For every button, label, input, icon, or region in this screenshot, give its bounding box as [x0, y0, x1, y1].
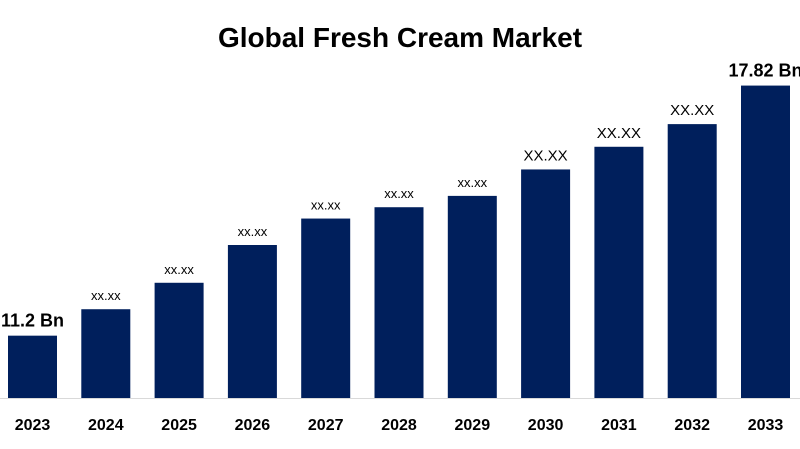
data-labels-group: 11.2 Bn xx.xx xx.xx xx.xx xx.xx xx.xx xx.xx XX.… [1, 61, 800, 331]
x-tick-labels-group: 2023 2024 2025 2026 2027 2028 2029 2030 2031 2032… [15, 417, 784, 434]
x-tick-2031: 2031 [601, 417, 637, 434]
bar-2032 [667, 124, 717, 398]
x-tick-2023: 2023 [15, 417, 51, 434]
x-tick-2024: 2024 [88, 417, 124, 434]
data-label-2028: xx.xx [384, 186, 414, 201]
data-label-2030: XX.XX [524, 147, 568, 164]
x-tick-2028: 2028 [381, 417, 417, 434]
x-tick-2032: 2032 [674, 417, 710, 434]
bar-2025 [154, 282, 204, 398]
x-tick-2030: 2030 [528, 417, 564, 434]
bar-2026 [227, 245, 277, 398]
x-tick-2029: 2029 [455, 417, 491, 434]
data-label-2026: xx.xx [238, 224, 268, 239]
data-label-2024: xx.xx [91, 288, 121, 303]
chart-title: Global Fresh Cream Market [217, 22, 583, 53]
x-tick-2033: 2033 [748, 417, 784, 434]
bar-2033 [741, 85, 790, 399]
data-label-2029: xx.xx [457, 175, 487, 190]
bar-2023 [8, 335, 57, 398]
data-label-2023: 11.2 Bn [1, 311, 64, 331]
bar-2029 [447, 195, 497, 398]
bar-2031 [594, 146, 644, 398]
x-tick-2025: 2025 [161, 417, 197, 434]
data-label-2032: XX.XX [670, 102, 714, 119]
x-tick-2027: 2027 [308, 417, 344, 434]
x-tick-2026: 2026 [235, 417, 271, 434]
data-label-2033: 17.82 Bn [728, 61, 800, 81]
data-label-2031: XX.XX [597, 125, 641, 142]
bars-group [8, 85, 790, 399]
data-label-2025: xx.xx [164, 262, 194, 277]
bar-2024 [81, 309, 131, 398]
bar-2027 [301, 218, 351, 398]
bar-2028 [374, 207, 424, 398]
bar-2030 [521, 169, 571, 398]
data-label-2027: xx.xx [311, 198, 341, 213]
